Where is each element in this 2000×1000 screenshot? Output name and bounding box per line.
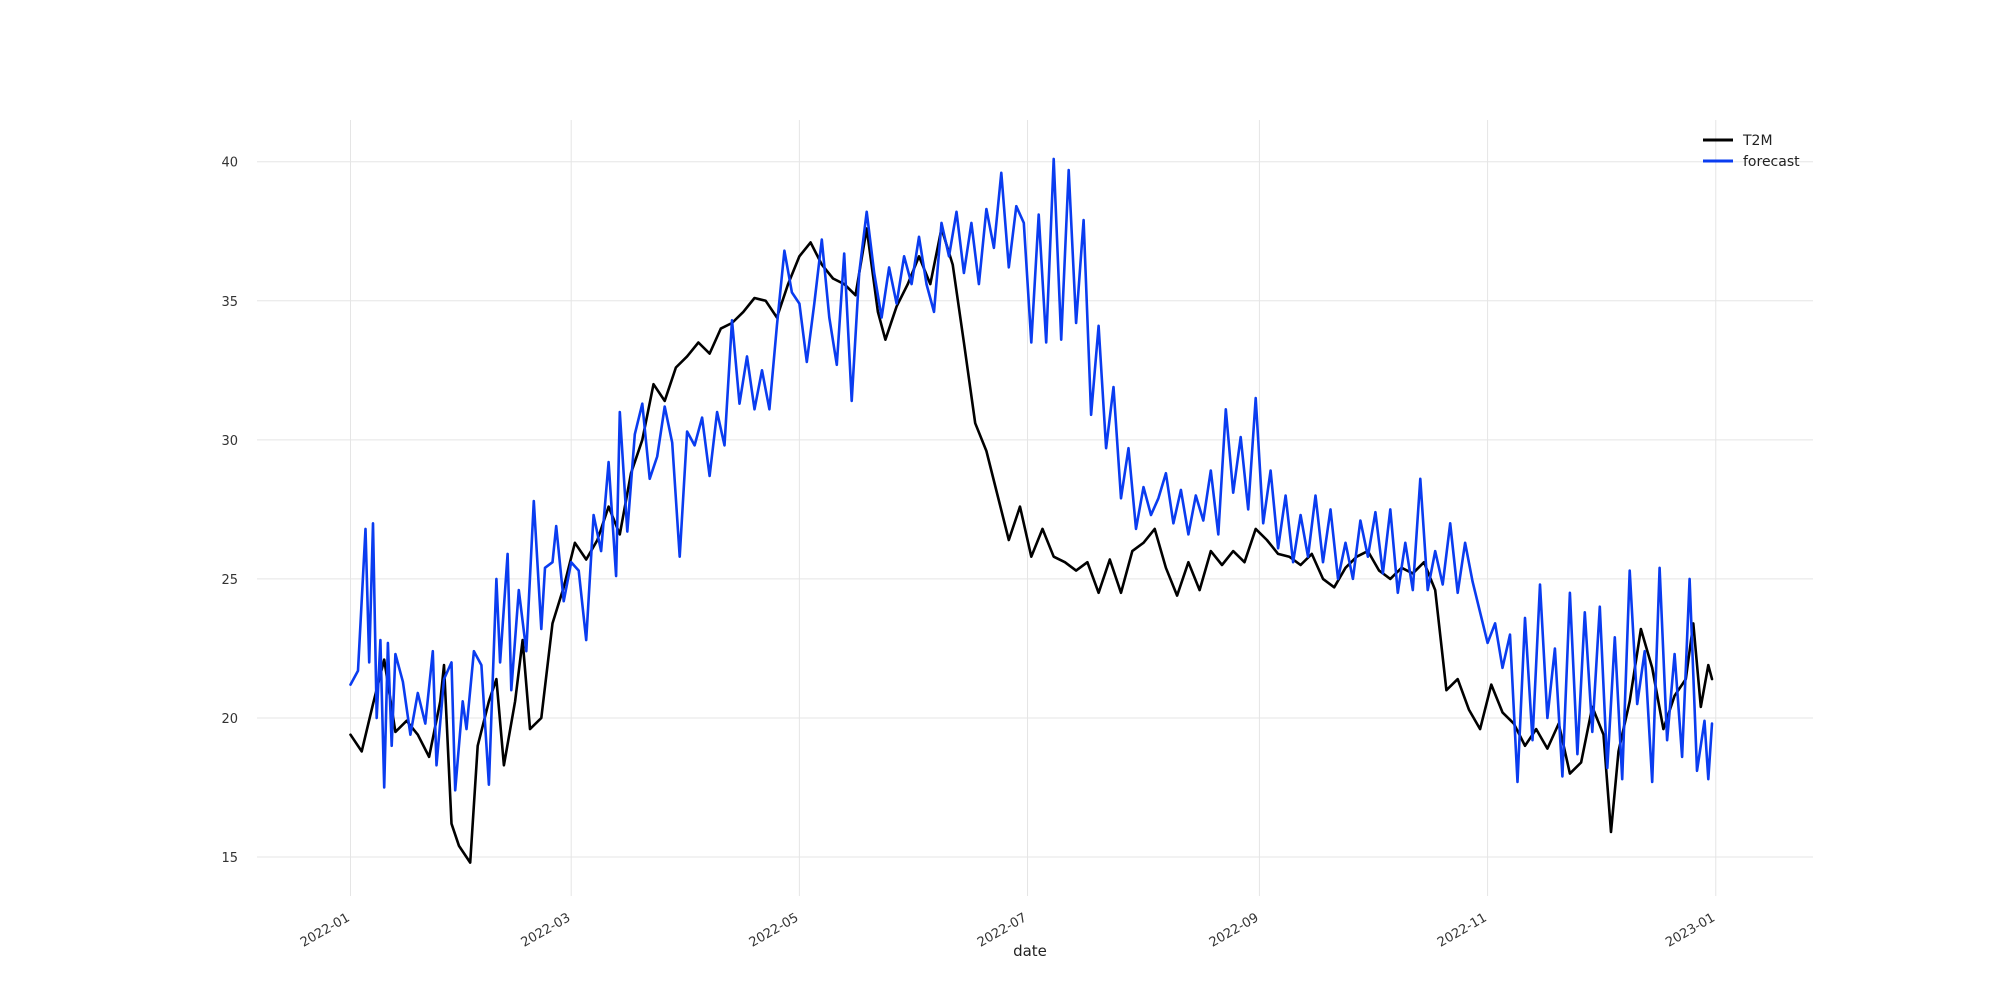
legend: T2M forecast: [1703, 133, 1800, 170]
series-line-forecast: [349, 157, 1714, 792]
legend-label-forecast: forecast: [1743, 154, 1800, 170]
series-line-t2m: [349, 227, 1714, 864]
y-tick-label: 40: [221, 156, 238, 171]
y-tick-label: 25: [221, 573, 238, 588]
y-gridlines: [257, 161, 1813, 858]
x-gridlines: [350, 120, 1717, 896]
x-tick-label: 2023-01: [1663, 910, 1718, 950]
x-tick-label: 2022-05: [747, 910, 802, 950]
x-tick-label: 2022-09: [1207, 910, 1262, 950]
series-lines: [349, 157, 1714, 864]
x-tick-label: 2022-01: [298, 910, 353, 950]
y-tick-label: 30: [221, 434, 238, 449]
legend-label-t2m: T2M: [1742, 133, 1773, 149]
x-tick-labels: 2022-01 2022-03 2022-05 2022-07 2022-09 2022-…: [298, 910, 1718, 950]
x-tick-label: 2022-11: [1435, 910, 1490, 950]
y-tick-label: 15: [221, 851, 238, 866]
y-tick-label: 20: [221, 712, 238, 727]
y-tick-labels: 15 20 25 30 35 40: [221, 156, 238, 866]
x-axis-title: date: [1013, 942, 1047, 960]
x-tick-label: 2022-03: [519, 910, 574, 950]
y-tick-label: 35: [221, 295, 238, 310]
